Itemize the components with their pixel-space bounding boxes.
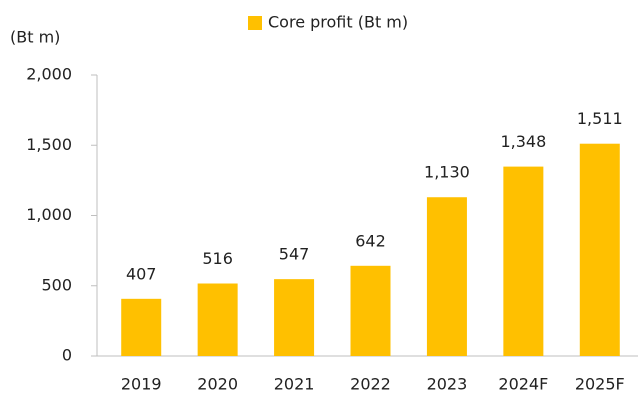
- x-tick-label: 2020: [197, 375, 238, 394]
- value-label: 1,130: [424, 163, 470, 182]
- x-tick-label: 2021: [274, 375, 315, 394]
- bar: [121, 298, 162, 356]
- value-label: 642: [355, 231, 386, 250]
- y-tick-label: 0: [62, 346, 72, 365]
- bar: [197, 283, 238, 356]
- y-tick-label: 1,500: [26, 135, 72, 154]
- bar: [579, 143, 620, 356]
- value-label: 1,348: [500, 132, 546, 151]
- x-tick-label: 2024F: [498, 375, 548, 394]
- x-tick-label: 2022: [350, 375, 391, 394]
- bar: [350, 265, 391, 356]
- value-label: 1,511: [577, 109, 623, 128]
- value-label: 516: [202, 249, 233, 268]
- value-label: 407: [126, 264, 157, 283]
- legend-swatch: [248, 16, 262, 30]
- y-axis-label: (Bt m): [10, 28, 60, 47]
- x-tick-label: 2025F: [575, 375, 625, 394]
- bar: [503, 166, 544, 356]
- y-tick-label: 2,000: [26, 65, 72, 84]
- y-tick-label: 1,000: [26, 205, 72, 224]
- bar: [426, 197, 467, 356]
- y-tick-label: 500: [41, 275, 72, 294]
- x-tick-label: 2019: [121, 375, 162, 394]
- x-tick-label: 2023: [427, 375, 468, 394]
- bar: [274, 279, 315, 356]
- value-label: 547: [279, 245, 310, 264]
- legend-label: Core profit (Bt m): [268, 13, 408, 32]
